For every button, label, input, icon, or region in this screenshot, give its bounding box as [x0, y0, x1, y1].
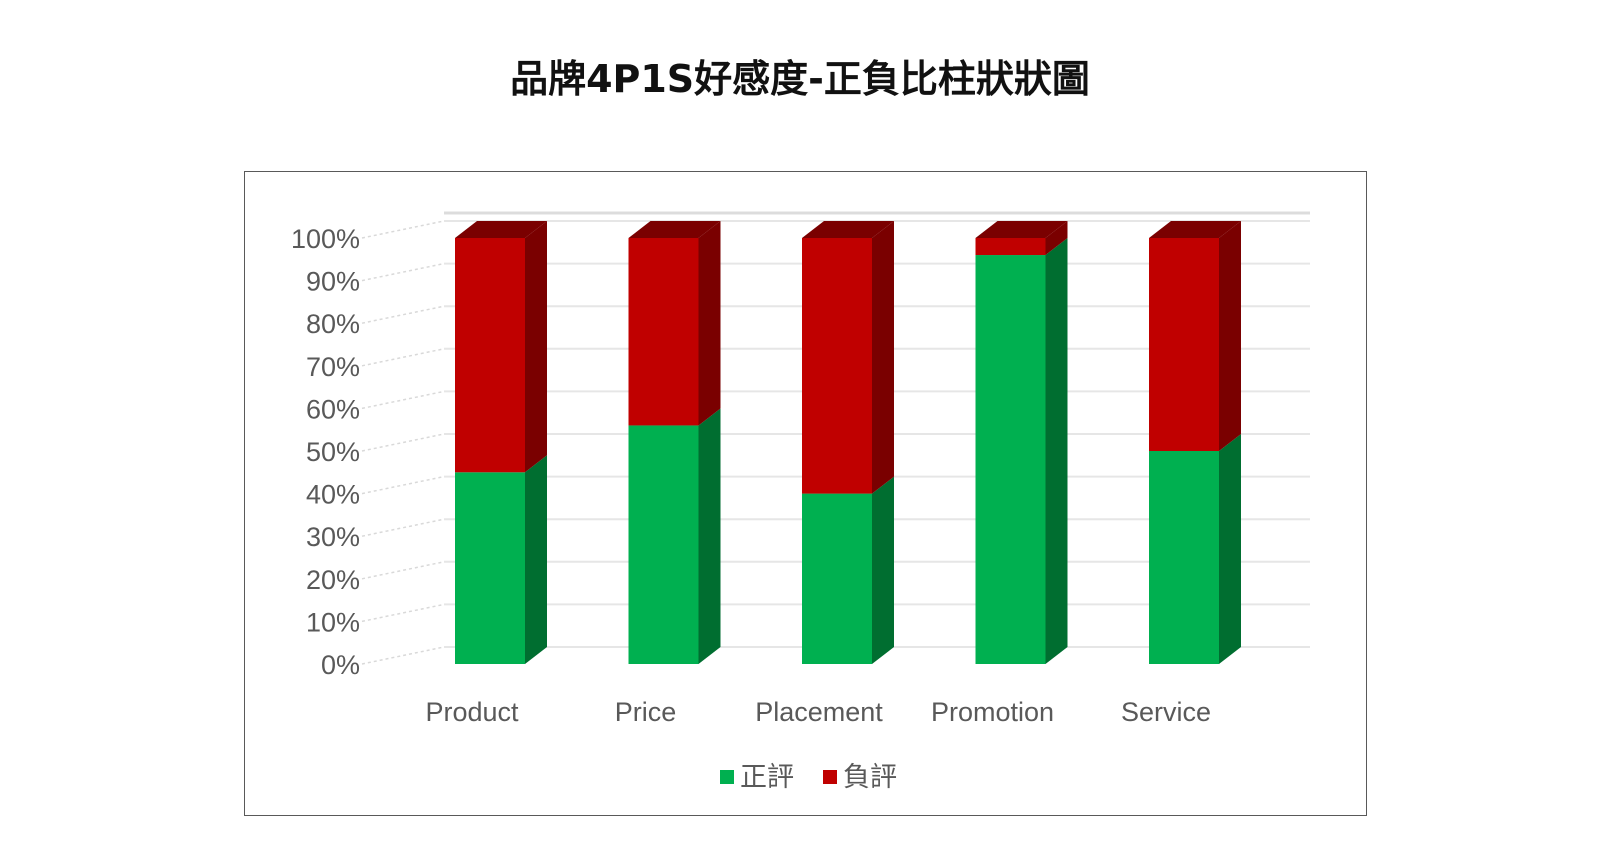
y-axis: 0% 10% 20% 30% 40% 50% 60% 70% 80% 90% 100%: [291, 224, 360, 680]
gridline-side: [361, 348, 445, 367]
bar-top: [1149, 221, 1241, 238]
y-tick-label: 90%: [306, 267, 360, 297]
y-tick-label: 70%: [306, 352, 360, 382]
y-tick-label: 20%: [306, 565, 360, 595]
bar-top: [455, 221, 547, 238]
bar-segment: [802, 493, 872, 664]
x-tick-label: Service: [1121, 697, 1211, 727]
gridline-side: [361, 305, 445, 324]
legend-swatch: [720, 770, 734, 784]
bar-side: [698, 408, 721, 664]
bar-side: [1045, 221, 1068, 256]
bar-segment: [975, 238, 1046, 256]
bar-side: [1219, 221, 1241, 451]
x-axis: Product Price Placement Promotion Service: [425, 697, 1211, 727]
y-tick-label: 10%: [306, 607, 360, 637]
bar-side: [1045, 238, 1068, 665]
gridline-side: [361, 262, 445, 282]
gridline-side: [361, 518, 445, 537]
y-tick-label: 50%: [306, 437, 360, 467]
y-tick-label: 30%: [306, 522, 360, 552]
chart-title: 品牌4P1S好感度-正負比柱狀狀圖: [510, 57, 1090, 101]
bar-top: [975, 221, 1068, 238]
bar-side: [698, 221, 721, 426]
x-tick-label: Product: [425, 697, 519, 727]
bar-segment: [975, 255, 1046, 665]
legend: 正評 負評: [720, 762, 897, 793]
y-tick-label: 80%: [306, 309, 360, 339]
y-tick-label: 40%: [306, 480, 360, 510]
bar-segment: [1149, 238, 1219, 451]
bar-segment: [1149, 451, 1219, 664]
gridline-side: [361, 646, 445, 665]
bar-segment: [802, 238, 872, 494]
bar-side: [525, 455, 547, 664]
gridline-side: [361, 561, 445, 580]
y-tick-label: 60%: [306, 394, 360, 424]
gridline-side: [361, 433, 445, 452]
bar-side: [872, 221, 894, 494]
bar-segment: [455, 472, 525, 664]
legend-label: 負評: [843, 762, 897, 793]
bar-top: [802, 221, 894, 238]
bar-segment: [628, 238, 699, 426]
y-tick-label: 100%: [291, 224, 360, 254]
bar-segment: [628, 425, 699, 664]
bars: [455, 221, 1241, 665]
bar-side: [525, 221, 547, 473]
bar-side: [872, 476, 894, 664]
bar-segment: [455, 238, 525, 473]
gridline-side: [361, 220, 445, 239]
gridline-side: [361, 475, 445, 495]
bar-side: [1219, 434, 1241, 664]
x-tick-label: Promotion: [931, 697, 1054, 727]
gridline-side: [361, 603, 445, 623]
y-tick-label: 0%: [321, 650, 360, 680]
x-tick-label: Placement: [755, 697, 883, 727]
gridline-side: [361, 390, 445, 410]
legend-label: 正評: [740, 762, 794, 793]
x-tick-label: Price: [615, 697, 677, 727]
bar-top: [628, 221, 721, 238]
legend-swatch: [823, 770, 837, 784]
